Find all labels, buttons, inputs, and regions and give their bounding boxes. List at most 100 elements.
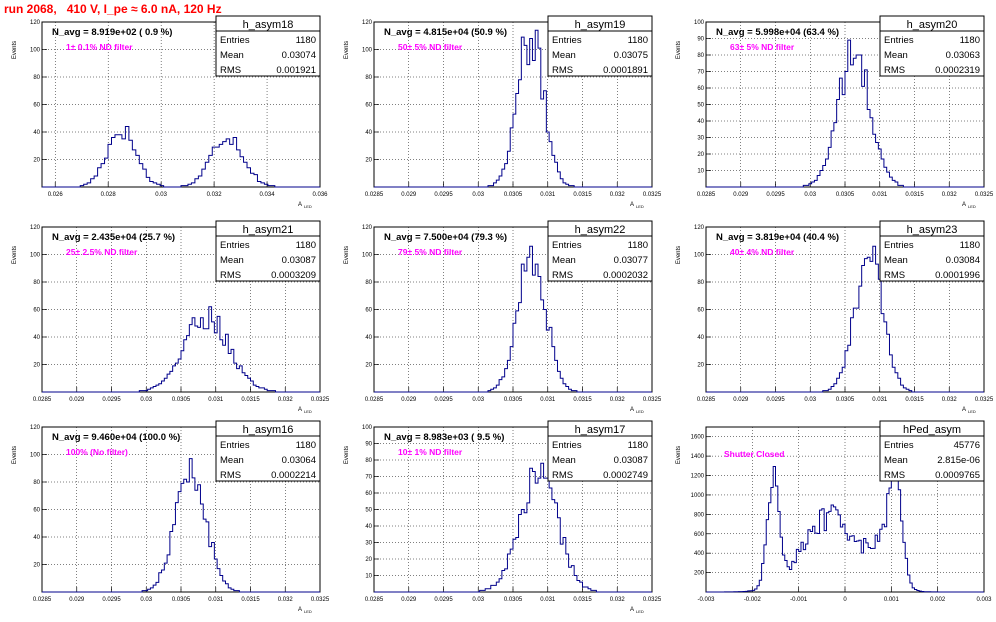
y-axis-label: Events [676,446,682,464]
y-tick-label: 20 [697,363,704,369]
x-tick-label: 0.0295 [102,597,121,603]
histogram-line-hped-asym [706,447,984,593]
y-tick-label: 1400 [691,454,705,460]
histogram-name: h_asym22 [575,224,626,236]
n-avg-label: N_avg = 8.919e+02 ( 0.9 %) [52,27,172,38]
stat-rms-label: RMS [884,270,905,281]
stat-entries-value: 1180 [296,440,316,451]
x-tick-label: 0.029 [733,397,749,403]
y-tick-label: 30 [365,541,372,547]
histogram-name: h_asym17 [575,424,626,436]
histogram-name: h_asym18 [243,19,294,31]
stat-rms-label: RMS [220,270,241,281]
x-tick-label: 0.0295 [434,192,453,198]
y-axis-label: Events [12,246,18,264]
x-tick-label: 0.029 [69,397,85,403]
y-tick-label: 20 [697,152,704,158]
y-tick-label: 120 [30,20,41,26]
histogram-plot-h-asym22: 0.0285 0.029 0.0295 0.03 0.0305 0.031 0.0315 0.… [344,220,662,414]
n-avg-label: N_avg = 8.983e+03 ( 9.5 %) [384,432,504,443]
stat-mean-label: Mean [884,255,908,266]
y-axis-label: Events [676,246,682,264]
stats-box [547,220,653,282]
stat-entries-value: 1180 [960,240,980,251]
stat-rms-value: 0.001921 [276,65,316,76]
y-tick-label: 40 [33,335,40,341]
stat-mean-label: Mean [220,455,244,466]
x-tick-label: 0.0285 [697,397,716,403]
stat-mean-value: 0.03074 [282,50,316,61]
pad-h-asym22: 0.0285 0.029 0.0295 0.03 0.0305 0.031 0.0315 0.… [332,217,662,422]
x-tick-label: 0.0295 [766,192,785,198]
y-tick-label: 60 [697,86,704,92]
stat-entries-label: Entries [220,440,250,451]
histogram-plot-h-asym23: 0.0285 0.029 0.0295 0.03 0.0305 0.031 0.0315 0.… [676,220,994,414]
x-tick-label: 0.029 [69,597,85,603]
stat-mean-value: 0.03064 [282,455,316,466]
x-tick-label: 0.0325 [975,397,994,403]
filter-annotation: 25± 2.5% ND filter [66,247,138,257]
histogram-plot-h-asym17: 0.0285 0.029 0.0295 0.03 0.0305 0.031 0.0315 0.… [344,420,662,614]
histogram-plot-hped-asym: -0.003 -0.002 -0.001 0 0.001 0.002 0.003 200 400… [676,420,992,603]
y-tick-label: 90 [697,37,704,43]
stat-rms-value: 0.0002749 [603,470,648,481]
stat-rms-value: 0.0002319 [935,65,980,76]
filter-annotation: 63± 5% ND filter [730,42,795,52]
stat-rms-label: RMS [552,65,573,76]
x-tick-label: 0.0325 [975,192,994,198]
stat-rms-label: RMS [220,65,241,76]
n-avg-label: N_avg = 2.435e+04 (25.7 %) [52,232,175,243]
y-tick-label: 20 [365,363,372,369]
stat-entries-label: Entries [884,35,914,46]
stat-rms-value: 0.0001996 [935,270,980,281]
x-tick-label: 0.0295 [766,397,785,403]
stats-box [215,420,321,482]
stat-entries-label: Entries [884,240,914,251]
x-tick-label: 0.036 [312,192,328,198]
histogram-plot-h-asym19: 0.0285 0.029 0.0295 0.03 0.0305 0.031 0.0315 0.… [344,15,662,209]
x-tick-label: -0.001 [790,597,808,603]
y-axis-label: Events [344,446,350,464]
x-tick-label: 0.0295 [434,597,453,603]
x-tick-label: 0.032 [278,397,294,403]
x-axis-label: A LED [630,407,644,414]
y-tick-label: 100 [30,48,41,54]
x-tick-label: 0.029 [401,397,417,403]
stat-mean-value: 0.03075 [614,50,648,61]
y-axis-label: Events [12,446,18,464]
x-tick-label: 0.0285 [365,597,384,603]
x-tick-label: 0.0285 [33,597,52,603]
y-tick-label: 30 [697,136,704,142]
x-tick-label: 0.0315 [905,397,924,403]
histogram-line-h-asym20 [706,39,984,188]
stat-entries-label: Entries [552,240,582,251]
y-tick-label: 80 [33,280,40,286]
y-tick-label: 60 [365,103,372,109]
pad-h-asym16: 0.0285 0.029 0.0295 0.03 0.0305 0.031 0.0315 0.… [0,417,330,622]
y-tick-label: 40 [365,130,372,136]
y-tick-label: 120 [362,20,373,26]
y-tick-label: 200 [694,571,705,577]
y-tick-label: 60 [365,491,372,497]
y-tick-label: 120 [362,225,373,231]
x-tick-label: 0.03 [472,597,484,603]
x-tick-label: -0.002 [744,597,762,603]
histogram-plot-h-asym18: 0.026 0.028 0.03 0.032 0.034 0.036 20 40 60 80 100… [12,15,328,209]
stat-rms-label: RMS [884,470,905,481]
x-tick-label: 0.03 [804,192,816,198]
pad-h-asym21: 0.0285 0.029 0.0295 0.03 0.0305 0.031 0.0315 0.… [0,217,330,422]
stat-mean-value: 0.03063 [946,50,980,61]
filter-annotation: 79± 5% ND filter [398,247,463,257]
stats-box [215,15,321,77]
y-tick-label: 60 [33,103,40,109]
stat-mean-label: Mean [884,50,908,61]
stats-box [879,15,985,77]
stat-rms-label: RMS [552,270,573,281]
filter-annotation: 10± 1% ND filter [398,447,463,457]
histogram-plot-h-asym20: 0.0285 0.029 0.0295 0.03 0.0305 0.031 0.0315 0.… [676,15,994,209]
x-tick-label: 0.031 [208,597,224,603]
y-tick-label: 60 [33,508,40,514]
stat-rms-value: 0.0002032 [603,270,648,281]
stats-box [215,220,321,282]
x-tick-label: 0.0285 [365,397,384,403]
